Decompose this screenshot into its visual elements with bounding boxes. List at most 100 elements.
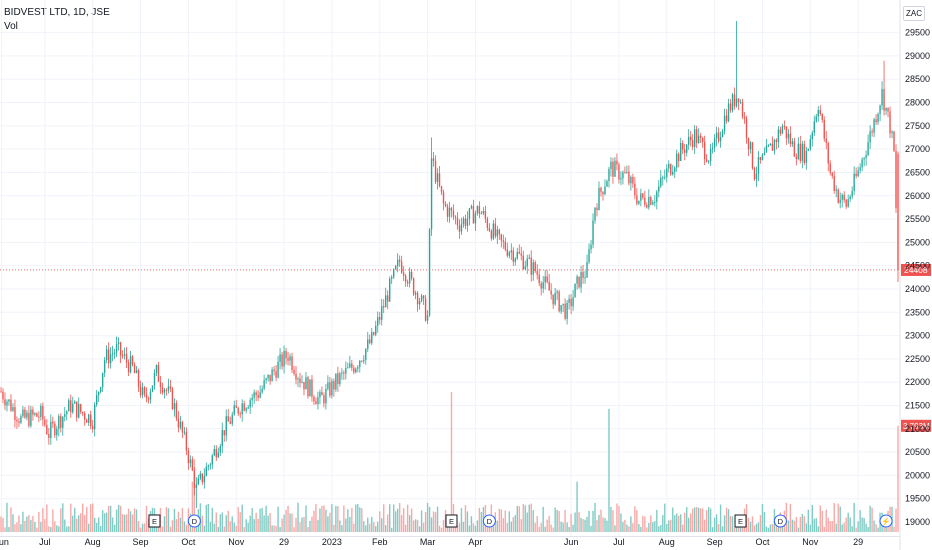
volume-bar [476, 520, 479, 532]
candle-body [813, 121, 815, 133]
candle-body [867, 142, 869, 156]
volume-bar [759, 515, 762, 532]
candle-body [725, 115, 728, 122]
dividend-marker[interactable]: D [187, 514, 201, 528]
earnings-marker[interactable]: E [734, 514, 747, 528]
volume-bar [468, 525, 471, 532]
candle-body [185, 431, 188, 451]
candle-body [289, 356, 291, 361]
candle-body [869, 131, 871, 143]
candle-body [628, 171, 630, 184]
candle-body [787, 133, 790, 139]
volume-bar [255, 512, 257, 532]
x-tick-label: Jul [613, 537, 625, 547]
candle-body [430, 158, 433, 230]
candle-body [434, 161, 437, 182]
volume-bar [115, 509, 118, 532]
y-tick-label: 29000 [905, 51, 930, 61]
volume-bar [684, 512, 686, 532]
candle-body [175, 403, 178, 419]
earnings-marker[interactable]: E [148, 514, 161, 528]
volume-bar [253, 519, 255, 532]
candle-body [893, 131, 895, 152]
candle-body [191, 459, 194, 471]
candle-body [54, 423, 56, 436]
earnings-marker[interactable]: E [445, 514, 458, 528]
volume-bar [510, 521, 512, 532]
volume-bar [688, 517, 690, 532]
candle-body [151, 385, 154, 392]
volume-bar [241, 504, 243, 532]
volume-bar [117, 504, 120, 532]
volume-bar [205, 504, 208, 532]
volume-bar [837, 503, 839, 532]
candle-body [775, 139, 778, 143]
candle-body [34, 413, 36, 415]
candle-body [558, 291, 560, 312]
volume-bar [626, 524, 628, 532]
candle-body [530, 257, 532, 275]
candle-body [837, 189, 839, 203]
volume-bar [480, 511, 483, 532]
volume-bar [193, 459, 196, 532]
volume-bar [662, 515, 664, 532]
candle-body [404, 275, 407, 282]
candle-body [666, 168, 668, 177]
dividend-marker[interactable]: D [482, 514, 496, 528]
y-tick-label: 19500 [905, 494, 930, 504]
candle-body [470, 206, 473, 209]
volume-bar [72, 515, 74, 532]
volume-bar [618, 505, 620, 532]
candle-body [179, 421, 182, 428]
volume-bar [68, 526, 70, 532]
candle-body [381, 306, 383, 320]
candle-body [526, 258, 528, 267]
candle-body [516, 251, 518, 259]
dividend-marker[interactable]: D [773, 514, 787, 528]
candle-body [113, 352, 116, 354]
volume-bar [297, 502, 299, 532]
candle-body [297, 378, 299, 380]
volume-bar [377, 521, 379, 532]
volume-bar [271, 525, 273, 532]
candle-body [458, 225, 461, 232]
candle-body [841, 194, 843, 200]
volume-bar [225, 515, 227, 532]
candle-body [233, 405, 235, 415]
candle-body [311, 379, 313, 397]
candle-body [225, 416, 227, 436]
candle-body [580, 272, 582, 288]
volume-bar [478, 507, 481, 532]
volume-bar [727, 509, 730, 532]
y-tick-label: 26500 [905, 167, 930, 177]
volume-bar [813, 518, 815, 532]
candle-body [353, 367, 355, 373]
candle-body [269, 374, 271, 382]
candle-body [58, 416, 60, 429]
volume-bar [526, 512, 528, 532]
candle-body [584, 277, 586, 279]
volume-bar [560, 521, 562, 532]
candle-body [30, 409, 32, 426]
volume-bar [670, 519, 672, 532]
currency-unit-badge[interactable]: ZAC [903, 6, 925, 21]
volume-bar [869, 505, 871, 532]
candle-body [855, 173, 857, 177]
volume-bar [672, 507, 674, 532]
candle-body [897, 153, 899, 270]
candle-body [205, 466, 208, 477]
volume-bar [181, 508, 184, 532]
split-marker[interactable]: ⚡ [879, 514, 893, 528]
candle-body [873, 119, 875, 133]
volume-bar [163, 516, 166, 532]
volume-bar [44, 519, 46, 532]
volume-bar [570, 513, 572, 532]
volume-bar [52, 509, 54, 532]
candle-body [18, 421, 20, 423]
volume-bar [562, 522, 564, 532]
candle-body [610, 161, 612, 169]
volume-bar [26, 516, 28, 532]
volume-bar [883, 522, 885, 532]
volume-bar [622, 521, 624, 532]
